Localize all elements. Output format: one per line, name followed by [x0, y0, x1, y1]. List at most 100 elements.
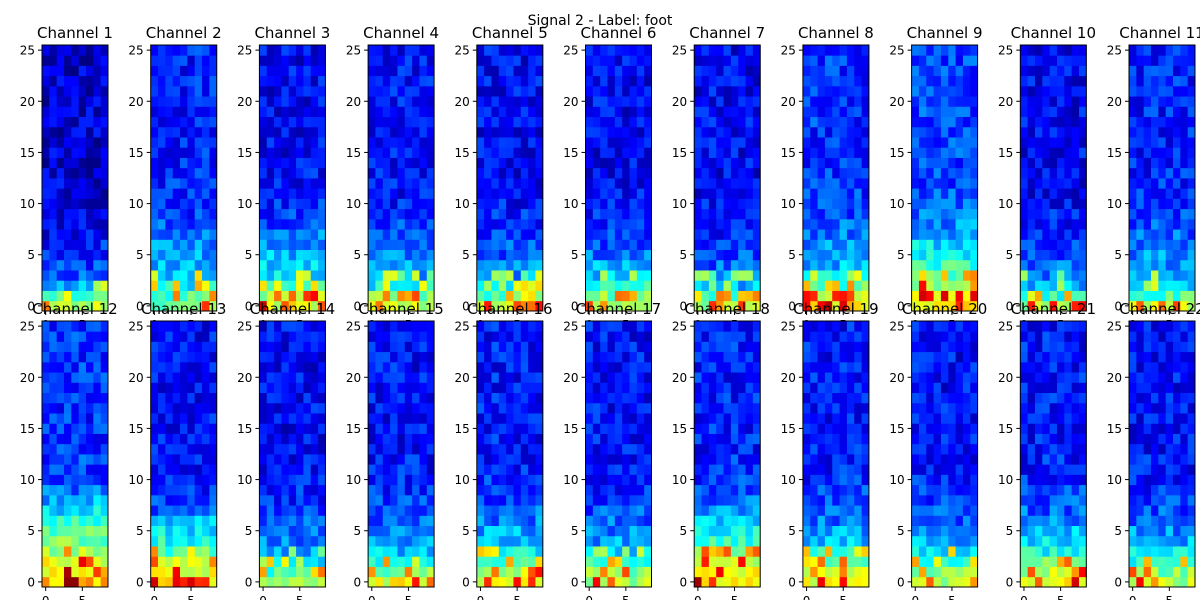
heatmap-cell	[209, 515, 217, 526]
heatmap-cell	[491, 168, 499, 179]
heatmap-cell	[862, 362, 870, 373]
heatmap-cell	[202, 577, 210, 588]
heatmap-cell	[1072, 168, 1080, 179]
heatmap-cell	[101, 239, 109, 250]
heatmap-cell	[1064, 229, 1072, 240]
heatmap-cell	[862, 239, 870, 250]
heatmap-cell	[368, 362, 376, 373]
y-tick-label: 5	[27, 524, 35, 538]
heatmap-cell	[427, 485, 435, 496]
heatmap-cell	[318, 55, 326, 66]
heatmap-cell	[259, 188, 267, 199]
heatmap-cell	[1188, 229, 1196, 240]
heatmap-cell	[912, 464, 920, 475]
heatmap-cell	[963, 536, 971, 547]
heatmap-cell	[383, 434, 391, 445]
heatmap-cell	[57, 65, 65, 76]
heatmap-cell	[637, 127, 645, 138]
y-tick-label: 20	[672, 371, 687, 385]
heatmap-cell	[818, 280, 826, 291]
heatmap-cell	[963, 65, 971, 76]
heatmap-cell	[1050, 106, 1058, 117]
heatmap-cell	[303, 413, 311, 424]
heatmap-cell	[151, 515, 159, 526]
heatmap-cell	[1050, 250, 1058, 261]
heatmap-cell	[1064, 168, 1072, 179]
heatmap-cell	[259, 76, 267, 87]
y-tick-label: 5	[245, 248, 253, 262]
heatmap-cell	[847, 556, 855, 567]
heatmap-cell	[419, 362, 427, 373]
heatmap-cell	[165, 321, 173, 332]
heatmap-cell	[608, 556, 616, 567]
heatmap-cell	[1136, 250, 1144, 261]
y-tick-label: 25	[20, 320, 35, 334]
heatmap-cell	[202, 556, 210, 567]
heatmap-cell	[521, 219, 529, 230]
heatmap-cell	[810, 546, 818, 557]
heatmap-cell	[311, 158, 319, 169]
heatmap-cell	[956, 209, 964, 220]
heatmap-cell	[375, 495, 383, 506]
heatmap-cell	[79, 567, 87, 578]
heatmap-cell	[477, 137, 485, 148]
heatmap-cell	[847, 495, 855, 506]
heatmap-cell	[731, 393, 739, 404]
heatmap-cell	[259, 577, 267, 588]
y-tick-label: 0	[353, 575, 361, 589]
heatmap-cell	[535, 331, 543, 342]
heatmap-cell	[57, 147, 65, 158]
heatmap-cell	[499, 474, 507, 485]
heatmap-cell	[810, 209, 818, 220]
heatmap-cell	[753, 65, 761, 76]
heatmap-cell	[738, 229, 746, 240]
heatmap-cell	[818, 321, 826, 332]
heatmap-cell	[513, 536, 521, 547]
heatmap-cells	[259, 321, 325, 587]
heatmap-cell	[259, 495, 267, 506]
y-tick-label: 25	[128, 44, 143, 58]
heatmap-cell	[1028, 198, 1036, 209]
heatmap-cell	[101, 76, 109, 87]
heatmap-cell	[630, 209, 638, 220]
heatmap-cell	[397, 147, 405, 158]
heatmap-cell	[506, 536, 514, 547]
heatmap-cell	[259, 362, 267, 373]
heatmap-cell	[1042, 65, 1050, 76]
heatmap-cell	[847, 454, 855, 465]
heatmap-cell	[311, 198, 319, 209]
heatmap-cell	[267, 352, 275, 363]
heatmap-cell	[1042, 280, 1050, 291]
heatmap-cell	[600, 341, 608, 352]
heatmap-cell	[311, 505, 319, 516]
heatmap-cell	[375, 321, 383, 332]
heatmap-cell	[832, 168, 840, 179]
heatmap-cell	[101, 341, 109, 352]
heatmap-cell	[477, 393, 485, 404]
heatmap-cell	[963, 546, 971, 557]
heatmap-cell	[274, 485, 282, 496]
heatmap-cell	[101, 127, 109, 138]
heatmap-cell	[79, 495, 87, 506]
heatmap-cell	[709, 117, 717, 128]
heatmap-cell	[1129, 198, 1137, 209]
heatmap-cell	[803, 403, 811, 414]
heatmap-cell	[419, 280, 427, 291]
heatmap-cell	[840, 65, 848, 76]
heatmap-cell	[484, 106, 492, 117]
x-tick-label: 0	[368, 594, 376, 600]
heatmap-cell	[202, 86, 210, 97]
heatmap-cell	[311, 444, 319, 455]
heatmap-cell	[810, 280, 818, 291]
heatmap-cell	[1136, 260, 1144, 271]
heatmap-cell	[209, 413, 217, 424]
heatmap-cell	[491, 219, 499, 230]
heatmap-cell	[926, 280, 934, 291]
subplot-title: Channel 7	[689, 24, 765, 42]
heatmap-cell	[963, 423, 971, 434]
heatmap-cell	[151, 526, 159, 537]
heatmap-cell	[1035, 178, 1043, 189]
heatmap-cell	[926, 556, 934, 567]
heatmap-cell	[165, 65, 173, 76]
heatmap-cell	[158, 137, 166, 148]
